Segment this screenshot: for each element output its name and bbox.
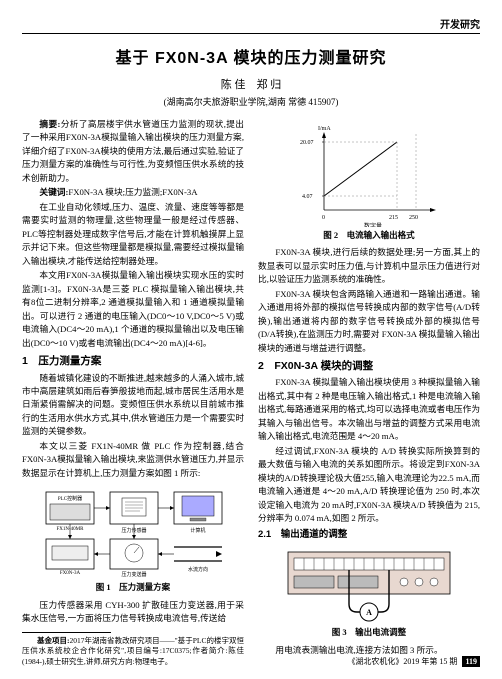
fig1-box1-label: PLC控制器 [58,495,82,502]
para: 压力传感器采用 CYH-300 扩散硅压力变送器,用于采集水压信号,一方面将压力… [22,599,244,626]
para: 本文用FX0N-3A模拟量输入输出模块实现水压的实时监测[1-3]。FX0N-3… [22,269,244,350]
fig3-caption: 图 3 输出电流调整 [258,626,480,639]
keywords-text: FX0N-3A 模块;压力监测;FX0N-3A [68,187,197,197]
section-heading-2-1: 2.1 输出通道的调整 [258,528,480,543]
fig1-box4-label: FX0N-3A [60,571,81,576]
fig2-ymin: 4.07 [302,194,313,200]
para: 随着城镇化建设的不断推进,越来越多的人涌入城市,城市中高层建筑如雨后春笋般拔地而… [22,372,244,439]
para: FX0N-3A 模块包含两路输入通道和一路输出通道。输入通道用将外部的模拟信号转… [258,288,480,355]
fig1-caption: 图 1 压力测量方案 [22,581,244,594]
footnote: 基金项目:2017年湖南省教改研究项目——"基于PLC的楼宇双恒压供水系统校企合… [22,636,244,669]
journal-info: 《湖北农机化》2019 年第 15 期 [347,657,457,666]
left-column: 摘要:分析了高层楼宇供水管道压力监测的现状,提出了一种采用FX0N-3A模拟量输… [22,118,244,669]
fig2-x2: 250 [409,215,418,221]
para: 本文以三菱 FX1N-40MR 做 PLC 作为控制器,结合FX0N-3A模拟量… [22,440,244,480]
keywords: 关键词:FX0N-3A 模块;压力监测;FX0N-3A [22,186,244,199]
para: 在工业自动化领域,压力、温度、流量、速度等等都是需要实时监测的物理量,这些物理量… [22,201,244,268]
para: FX0N-3A 模拟量输入输出模块使用 3 种模拟量输入输出格式,其中有 2 种… [258,376,480,443]
top-rule [22,33,480,34]
figure-1: PLC控制器 FX1N-40MR 压力传感器 计算机 FX0N-3A [22,484,244,594]
page-footer: 《湖北农机化》2019 年第 15 期 119 [347,656,480,667]
authors: 陈 佳 郑 归 [22,76,480,92]
fig2-ymax: 20.07 [300,140,314,146]
figure-3: A 图 3 输出电流调整 [258,546,480,639]
fig2-x0: 0 [322,215,325,221]
right-column: I/mA 20.07 4.07 0 215 250 数字量 [258,118,480,669]
section-label: 开发研究 [22,16,480,31]
section-heading-2: 2 FX0N-3A 模块的调整 [258,358,480,374]
fig2-xlabel: 数字量 [364,222,382,227]
fig1-box1-sub: FX1N-40MR [57,527,85,532]
fig1-arrow-label: 水流方向 [188,566,208,573]
keywords-label: 关键词: [39,187,68,197]
abstract-label: 摘要: [39,119,60,129]
section-heading-1: 1 压力测量方案 [22,353,244,369]
fig2-ylabel: I/mA [318,126,331,132]
paper-title: 基于 FX0N-3A 模块的压力测量研究 [22,44,480,68]
fig3-ammeter: A [366,608,372,617]
para: FX0N-3A 模块,进行后续的数据处理;另一方面,其上的数显表可以显示实时压力… [258,246,480,286]
page-number: 119 [462,656,480,667]
fig1-box5-label: 压力变送器 [121,571,146,578]
abstract: 摘要:分析了高层楼宇供水管道压力监测的现状,提出了一种采用FX0N-3A模拟量输… [22,118,244,185]
footnote-rule [22,632,111,633]
affiliation: (湖南高尔夫旅游职业学院,湖南 常德 415907) [22,95,480,108]
para: 用电流表测输出电流,连接方法如图 3 所示。 [258,644,480,657]
fig2-x1: 215 [389,215,398,221]
figure-2: I/mA 20.07 4.07 0 215 250 数字量 [258,122,480,242]
para: 经过调试,FX0N-3A 模块的 A/D 转换实际所换算到的最大数值与输入电流的… [258,445,480,526]
footnote-label: 基金项目: [37,636,70,645]
fig2-caption: 图 2 电流输入输出格式 [258,229,480,242]
fig1-box3-label: 计算机 [190,527,205,534]
